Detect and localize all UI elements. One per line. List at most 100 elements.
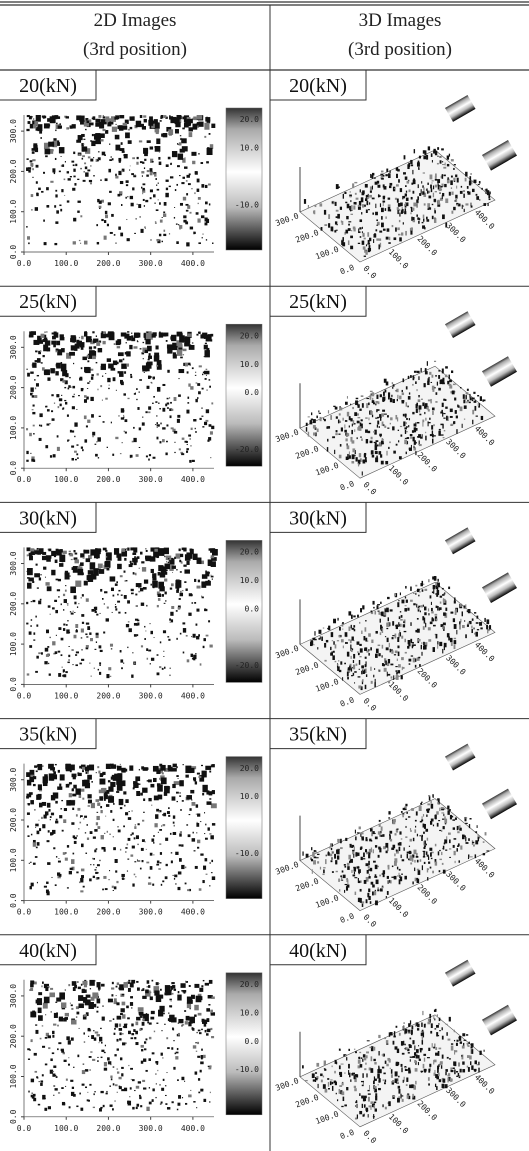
speckle: [165, 1095, 167, 1096]
speckle: [335, 661, 337, 662]
speckle: [450, 638, 453, 642]
speckle: [364, 1104, 366, 1107]
speckle: [388, 447, 389, 449]
speckle: [427, 203, 430, 208]
speckle: [139, 379, 142, 381]
speckle: [202, 880, 204, 883]
speckle: [44, 1108, 47, 1111]
speckle: [68, 1064, 70, 1066]
speckle: [206, 161, 209, 163]
speckle: [193, 777, 196, 780]
speckle: [28, 242, 30, 244]
speckle: [46, 882, 49, 884]
speckle: [101, 835, 104, 839]
speckle: [90, 182, 92, 184]
speckle: [357, 853, 359, 856]
speckle: [348, 639, 349, 641]
speckle: [33, 459, 35, 462]
speckle: [107, 1057, 110, 1060]
speckle: [352, 454, 355, 459]
speckle: [126, 1006, 129, 1009]
speckle: [56, 579, 59, 581]
speckle: [454, 1030, 455, 1033]
speckle: [372, 415, 373, 418]
speckle: [132, 846, 135, 849]
speckle: [442, 161, 443, 162]
x-tick-label: 100.0: [54, 1124, 78, 1133]
speckle: [442, 412, 443, 417]
speckle: [171, 427, 174, 429]
speckle: [35, 671, 38, 673]
speckle: [418, 218, 420, 220]
speckle: [368, 194, 369, 197]
speckle: [74, 348, 77, 351]
speckle: [425, 371, 428, 374]
speckle: [69, 800, 75, 805]
speckle: [89, 180, 92, 182]
speckle: [428, 400, 431, 402]
speckle: [361, 1057, 363, 1058]
speckle: [162, 594, 164, 596]
speckle: [156, 365, 158, 367]
speckle: [132, 441, 134, 443]
speckle: [202, 793, 204, 795]
speckle: [460, 845, 462, 849]
speckle: [413, 446, 414, 448]
speckle: [87, 355, 89, 358]
speckle: [143, 812, 145, 813]
speckle: [359, 1052, 361, 1053]
speckle: [44, 886, 47, 888]
speckle: [137, 341, 139, 342]
speckle: [202, 574, 208, 579]
speckle: [205, 378, 207, 380]
speckle: [472, 398, 475, 400]
speckle: [342, 237, 344, 241]
speckle: [166, 180, 169, 182]
speckle: [150, 197, 152, 199]
speckle: [435, 401, 437, 403]
speckle: [153, 842, 154, 844]
speckle: [323, 1084, 326, 1089]
speckle: [207, 147, 209, 150]
speckle: [390, 609, 393, 611]
speckle: [197, 586, 201, 589]
speckle: [59, 147, 65, 153]
speckle: [148, 411, 150, 413]
speckle: [348, 240, 350, 245]
speckle: [400, 877, 402, 882]
speckle: [473, 392, 475, 394]
speckle: [124, 805, 125, 807]
speckle: [359, 409, 361, 411]
speckle: [203, 638, 206, 641]
speckle: [173, 1067, 175, 1070]
speckle: [385, 609, 386, 612]
speckle: [345, 838, 347, 841]
speckle: [77, 606, 78, 607]
speckle: [175, 852, 178, 855]
speckle: [177, 1048, 179, 1050]
speckle: [204, 350, 209, 357]
speckle: [364, 238, 366, 240]
speckle: [27, 835, 29, 837]
x-tick-label: 200.0: [96, 259, 120, 268]
speckle: [101, 219, 103, 221]
speckle: [48, 549, 51, 552]
speckle: [106, 568, 109, 571]
speckle: [71, 1020, 76, 1025]
speckle: [71, 445, 74, 447]
speckle: [467, 610, 470, 612]
speckle: [339, 1049, 341, 1051]
speckle: [73, 176, 75, 178]
speckle: [338, 186, 340, 187]
speckle: [350, 645, 351, 649]
speckle: [136, 121, 141, 127]
speckle: [154, 119, 158, 124]
speckle: [150, 623, 151, 624]
speckle: [150, 784, 154, 788]
speckle: [206, 375, 207, 376]
speckle: [50, 368, 54, 373]
speckle: [403, 421, 405, 426]
speckle: [437, 802, 439, 804]
speckle: [405, 176, 408, 179]
speckle: [83, 143, 84, 144]
